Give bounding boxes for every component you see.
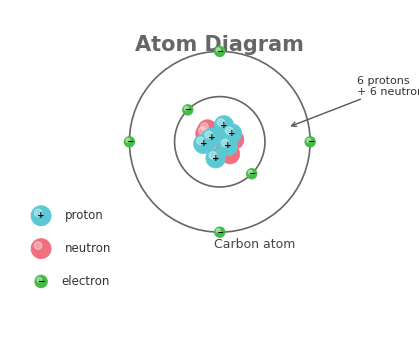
Circle shape <box>37 277 41 282</box>
Circle shape <box>217 119 225 126</box>
Circle shape <box>209 152 217 159</box>
Circle shape <box>216 48 220 52</box>
Circle shape <box>202 128 221 148</box>
Circle shape <box>220 144 240 164</box>
Circle shape <box>31 239 51 258</box>
Text: +: + <box>228 129 236 138</box>
Text: −: − <box>184 105 191 114</box>
Text: −: − <box>126 137 133 146</box>
Circle shape <box>206 148 225 168</box>
Circle shape <box>222 124 242 144</box>
Text: Atom Diagram: Atom Diagram <box>135 35 304 55</box>
Circle shape <box>31 206 51 225</box>
Text: −: − <box>216 47 223 56</box>
Text: Carbon atom: Carbon atom <box>214 238 295 251</box>
Circle shape <box>225 127 233 134</box>
Text: neutron: neutron <box>65 242 112 255</box>
Circle shape <box>224 130 244 150</box>
Circle shape <box>305 137 315 147</box>
Circle shape <box>228 133 235 141</box>
Text: −: − <box>216 228 223 237</box>
Text: 6 protons
+ 6 neutrons: 6 protons + 6 neutrons <box>292 75 419 126</box>
Circle shape <box>221 139 229 147</box>
Circle shape <box>126 138 130 142</box>
Text: +: + <box>224 142 232 150</box>
Circle shape <box>215 227 225 237</box>
Circle shape <box>206 138 225 158</box>
Circle shape <box>196 124 215 144</box>
Circle shape <box>218 136 238 156</box>
Text: +: + <box>220 121 228 130</box>
Circle shape <box>216 229 220 233</box>
Circle shape <box>194 134 213 154</box>
Circle shape <box>214 116 234 135</box>
Circle shape <box>223 147 231 155</box>
Text: −: − <box>307 137 314 146</box>
Circle shape <box>307 138 310 142</box>
Circle shape <box>209 141 217 149</box>
Circle shape <box>205 131 212 139</box>
Circle shape <box>184 106 188 110</box>
Circle shape <box>35 275 47 287</box>
Circle shape <box>124 137 134 147</box>
Text: proton: proton <box>65 209 104 222</box>
Circle shape <box>215 46 225 57</box>
Circle shape <box>198 120 217 139</box>
Circle shape <box>183 105 193 115</box>
Circle shape <box>34 209 42 217</box>
Text: electron: electron <box>62 275 110 288</box>
Text: +: + <box>199 140 207 148</box>
Circle shape <box>210 132 230 152</box>
Text: −: − <box>37 277 45 286</box>
Text: −: − <box>248 169 255 178</box>
Circle shape <box>34 242 42 249</box>
Circle shape <box>247 168 257 179</box>
Circle shape <box>197 137 204 145</box>
Circle shape <box>248 170 252 174</box>
Circle shape <box>213 135 220 143</box>
Circle shape <box>199 127 206 134</box>
Text: +: + <box>208 133 215 142</box>
Circle shape <box>201 123 208 130</box>
Text: +: + <box>212 154 220 163</box>
Text: +: + <box>37 211 45 220</box>
